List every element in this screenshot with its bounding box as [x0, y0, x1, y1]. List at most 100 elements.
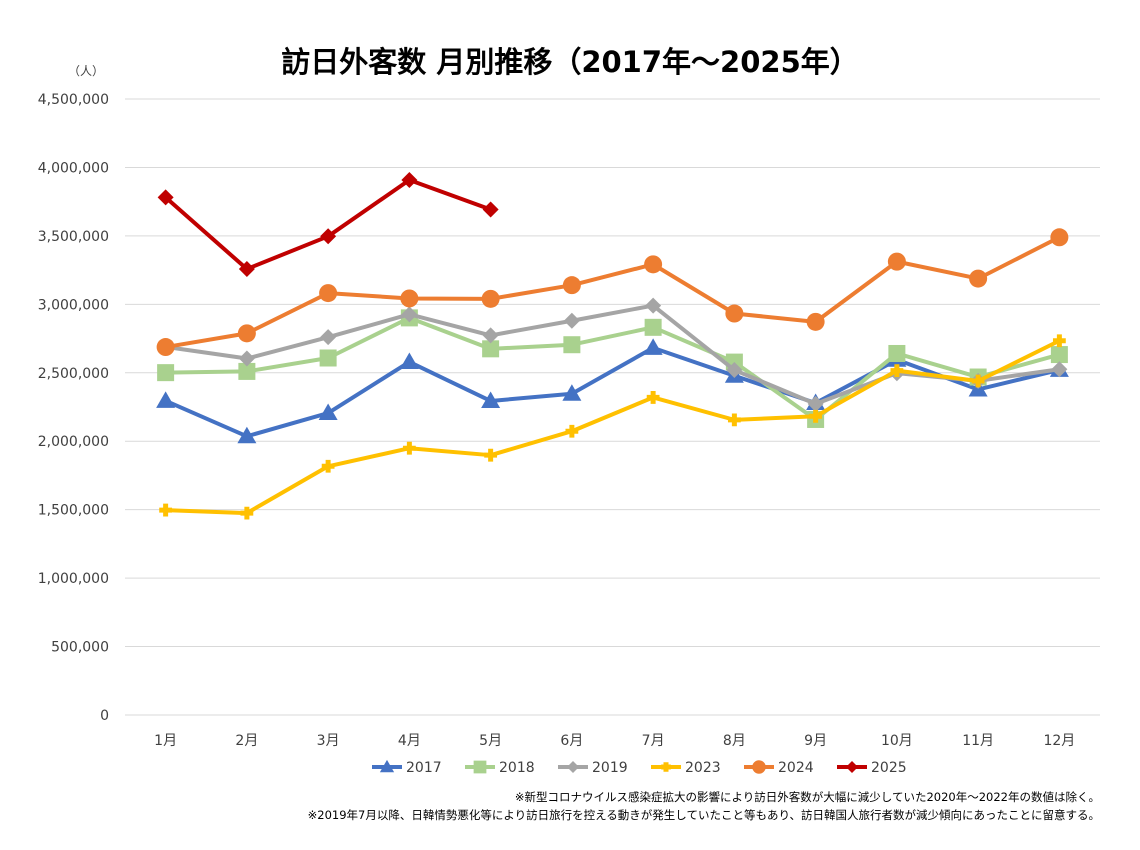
data-point-2025 [320, 228, 337, 245]
data-point-2024 [725, 304, 744, 323]
data-point-2018 [563, 336, 581, 354]
data-point-2024 [156, 338, 175, 357]
data-point-2017 [399, 352, 419, 369]
data-point-2023 [565, 424, 579, 438]
data-point-2023 [971, 374, 985, 388]
data-point-2024 [400, 289, 419, 308]
series-line-2017 [164, 345, 1060, 439]
data-point-2024 [481, 289, 500, 308]
y-tick-label: 2,000,000 [38, 434, 109, 450]
data-point-2024 [644, 255, 663, 274]
x-axis-ticks: 1月 2月 3月 4月 5月 6月 7月 8月 9月 10月 11月 12月 [154, 733, 1075, 749]
x-tick-label: 10月 [881, 733, 913, 749]
data-point-2024 [806, 312, 825, 331]
footnote-1: ※新型コロナウイルス感染症拡大の影響により訪日外客数が大幅に減少していた2020… [515, 790, 1100, 804]
y-axis-ticks: 0 500,000 1,000,000 1,500,000 2,000,000 2,500… [38, 92, 109, 724]
x-tick-label: 5月 [479, 733, 502, 749]
series-2017 [156, 338, 1069, 444]
x-tick-label: 11月 [962, 733, 994, 749]
data-point-2025 [401, 172, 418, 189]
legend-label: 2024 [778, 760, 814, 776]
data-point-2018 [238, 362, 256, 380]
series-2025 [157, 172, 499, 278]
data-point-2019 [320, 329, 337, 346]
series-group [156, 172, 1069, 520]
legend-item-2017: 2017 [372, 759, 442, 776]
y-tick-label: 1,500,000 [38, 503, 109, 519]
data-point-2019 [726, 362, 743, 379]
legend-marker [661, 762, 671, 772]
series-2023 [159, 334, 1066, 520]
legend-item-2023: 2023 [651, 760, 721, 776]
y-tick-label: 500,000 [51, 640, 109, 656]
x-tick-label: 12月 [1043, 733, 1075, 749]
data-point-2023 [727, 413, 741, 427]
y-tick-label: 4,500,000 [38, 92, 109, 108]
data-point-2024 [562, 276, 581, 295]
data-point-2019 [645, 297, 662, 314]
x-tick-label: 9月 [804, 733, 827, 749]
legend-marker [567, 761, 579, 773]
data-point-2023 [890, 364, 904, 377]
data-point-2023 [402, 441, 416, 455]
legend-marker [846, 761, 858, 773]
data-point-2024 [969, 269, 988, 288]
data-point-2024 [319, 284, 338, 303]
data-point-2018 [319, 349, 337, 367]
data-point-2019 [807, 395, 824, 412]
data-point-2019 [401, 306, 418, 323]
x-tick-label: 6月 [560, 733, 583, 749]
data-point-2023 [240, 506, 254, 520]
legend-label: 2018 [499, 760, 535, 776]
legend-item-2019: 2019 [558, 760, 628, 776]
data-point-2017 [481, 391, 501, 408]
legend-label: 2019 [592, 760, 628, 776]
legend-marker [473, 760, 487, 774]
series-line-2019 [165, 303, 1060, 406]
data-point-2017 [156, 391, 176, 408]
y-axis-unit-label: （人） [68, 64, 104, 78]
series-line-2018 [165, 315, 1060, 422]
legend-marker [752, 760, 766, 774]
legend-label: 2023 [685, 760, 721, 776]
y-tick-label: 0 [100, 708, 109, 724]
data-point-2023 [484, 448, 498, 462]
legend-item-2025: 2025 [837, 760, 907, 776]
data-point-2023 [809, 409, 823, 423]
data-point-2017 [643, 338, 663, 355]
y-tick-label: 2,500,000 [38, 366, 109, 382]
y-tick-label: 4,000,000 [38, 160, 109, 176]
data-point-2024 [237, 324, 256, 343]
data-point-2025 [482, 201, 499, 218]
x-tick-label: 4月 [398, 733, 421, 749]
series-2019 [157, 297, 1068, 412]
data-point-2017 [562, 384, 582, 401]
data-point-2017 [318, 403, 338, 421]
series-2024 [156, 228, 1069, 357]
legend-label: 2025 [871, 760, 907, 776]
y-tick-label: 1,000,000 [38, 571, 109, 587]
data-point-2018 [157, 364, 175, 382]
data-point-2017 [237, 426, 257, 444]
x-tick-label: 7月 [642, 733, 665, 749]
legend-item-2018: 2018 [465, 760, 535, 776]
data-point-2018 [1050, 346, 1068, 364]
legend-label: 2017 [406, 760, 442, 776]
x-tick-label: 1月 [154, 733, 177, 749]
gridlines [125, 98, 1100, 716]
legend: 2017 2018 2019 2023 2024 2025 [372, 759, 907, 776]
series-line-2023 [165, 338, 1061, 516]
series-line-2025 [164, 178, 492, 272]
series-line-2024 [165, 235, 1061, 350]
y-tick-label: 3,500,000 [38, 229, 109, 245]
data-point-2019 [563, 312, 580, 329]
chart-title: 訪日外客数 月別推移（2017年～2025年） [281, 45, 859, 79]
footnote-2: ※2019年7月以降、日韓情勢悪化等により訪日旅行を控える動きが発生していたこと… [308, 808, 1100, 822]
data-point-2019 [238, 350, 255, 367]
data-point-2025 [157, 189, 174, 206]
data-point-2025 [238, 261, 255, 278]
data-point-2023 [159, 503, 173, 517]
data-point-2023 [321, 459, 335, 473]
x-tick-label: 8月 [723, 733, 746, 749]
